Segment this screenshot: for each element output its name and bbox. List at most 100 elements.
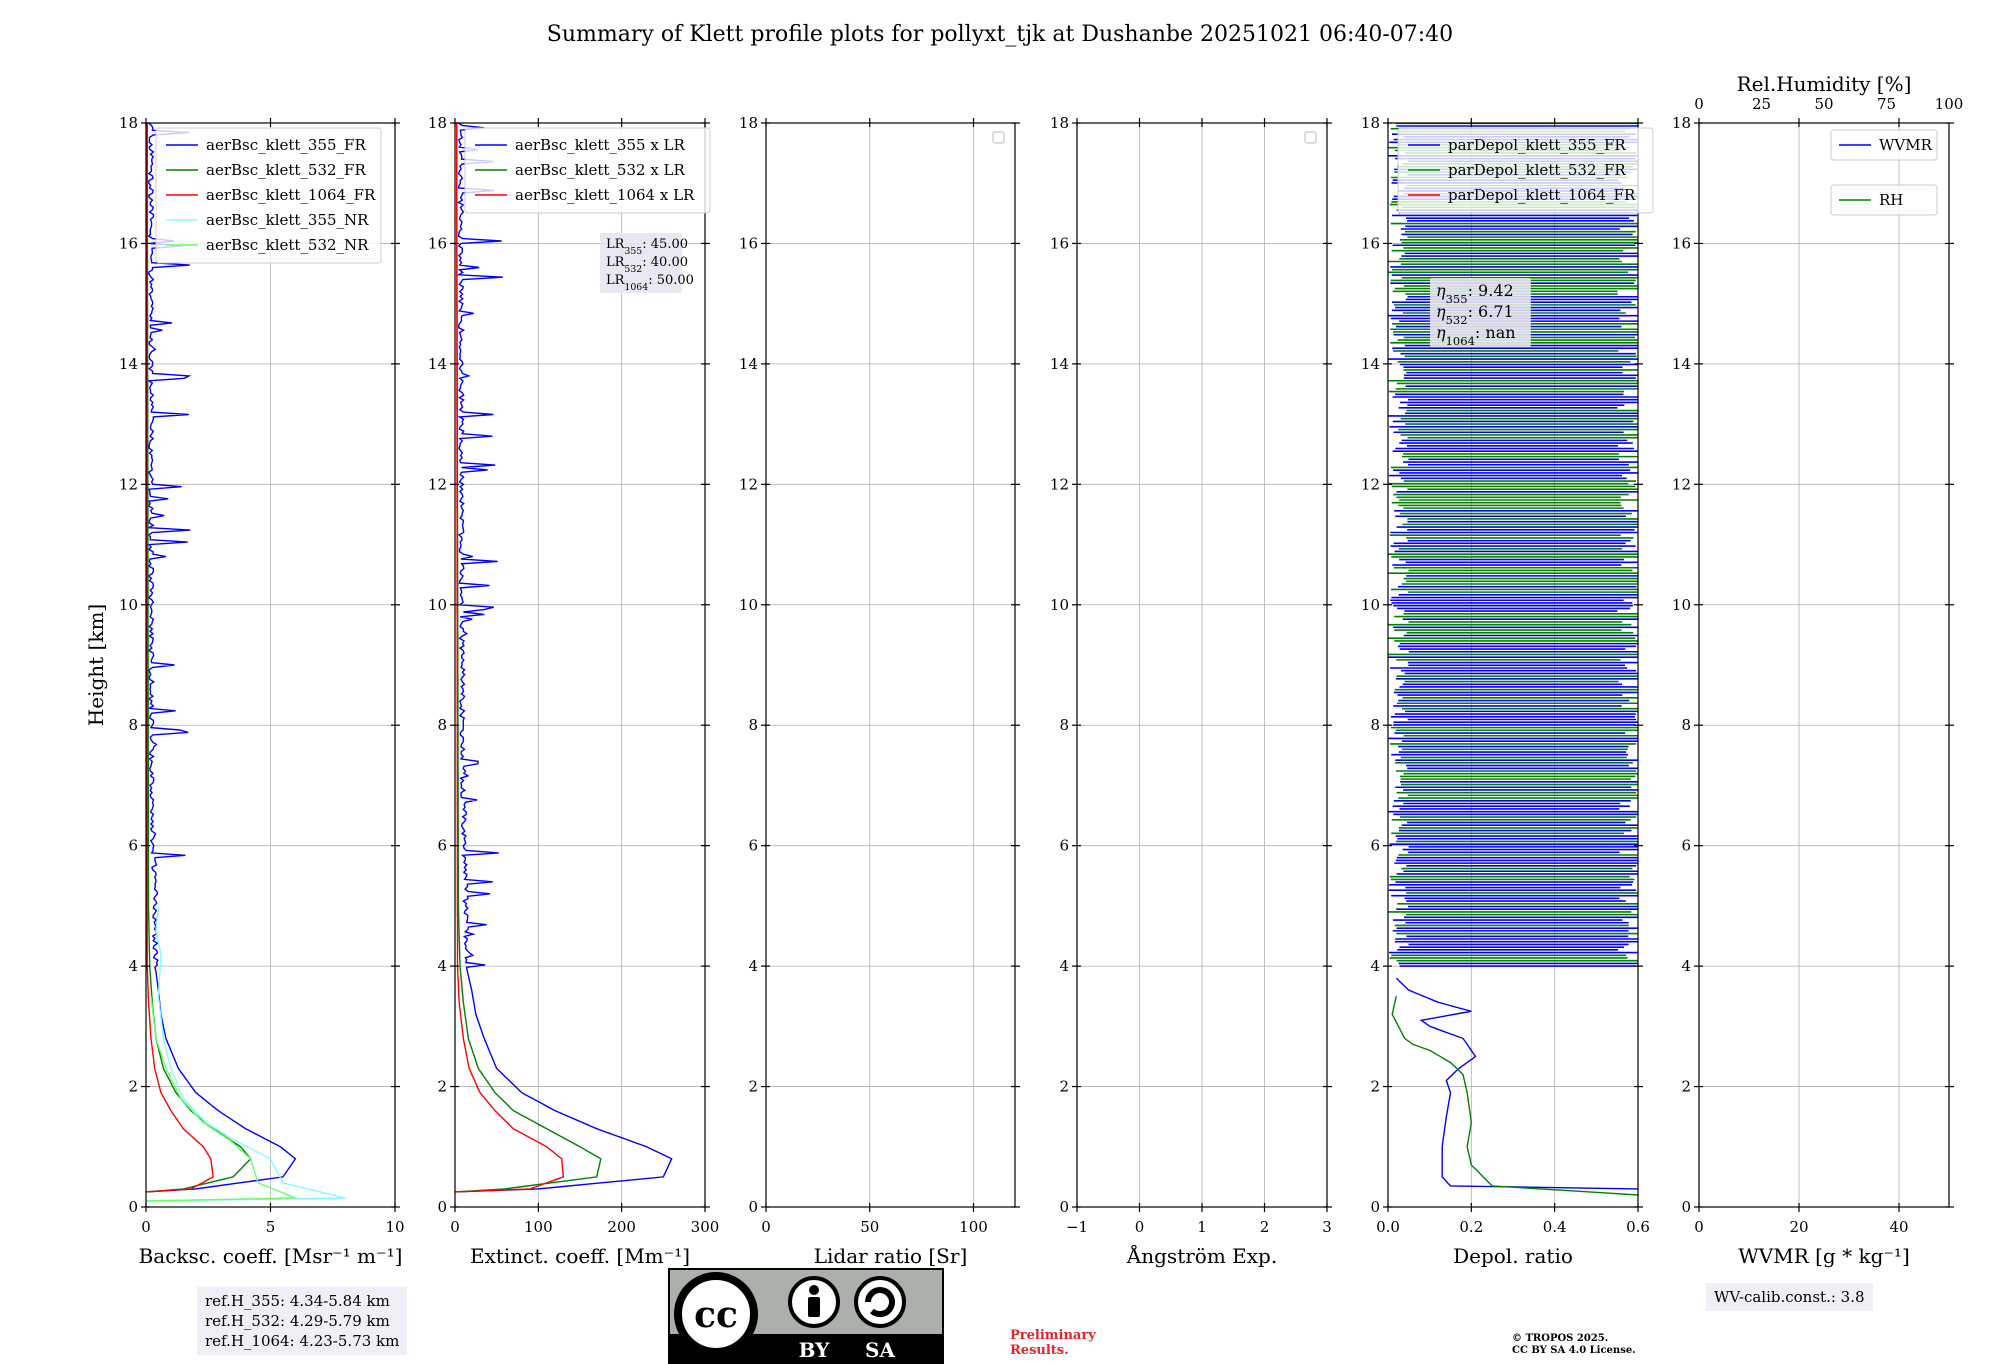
ytick-label: 6 [748,837,758,855]
xtick-label: 10 [385,1218,404,1236]
xtick-label: 0 [1135,1218,1145,1236]
ytick-label: 0 [128,1198,138,1216]
legend-label-aerBsc_klett_532 x LR: aerBsc_klett_532 x LR [515,161,686,179]
ytick-label: 10 [428,596,447,614]
preliminary-note: Preliminary Results. [1010,1328,1096,1358]
ytick-label: 6 [1681,837,1691,855]
ytick-label: 14 [1050,355,1069,373]
annot-subscript: 1064 [624,282,648,293]
xtick-label: 20 [1789,1218,1808,1236]
annot-prefix: η [1436,323,1446,342]
annot-value: : 50.00 [648,273,694,288]
ytick-label: 0 [437,1198,447,1216]
ytick-label: 2 [1370,1078,1380,1096]
top-xtick-label: 100 [1935,95,1964,113]
annot-value: : 6.71 [1468,302,1514,321]
lidar-ratio-annotation-line-1064: LR1064: 50.00 [606,273,694,293]
annot-prefix: η [1436,302,1446,321]
annot-subscript: 532 [624,264,642,275]
top-xtick-label: 0 [1694,95,1704,113]
ytick-label: 14 [1672,355,1691,373]
xtick-label: 100 [959,1218,988,1236]
top-xtick-label: 50 [1814,95,1833,113]
legend-label-aerBsc_klett_355_FR: aerBsc_klett_355_FR [206,136,366,154]
annot-value: : 9.42 [1468,281,1514,300]
legend-label-aerBsc_klett_532_NR: aerBsc_klett_532_NR [206,236,369,254]
xtick-label: 1 [1197,1218,1207,1236]
legend-label-aerBsc_klett_1064 x LR: aerBsc_klett_1064 x LR [515,186,695,204]
legend-label-aerBsc_klett_355_NR: aerBsc_klett_355_NR [206,211,369,229]
annot-prefix: η [1436,281,1446,300]
ytick-label: 10 [119,596,138,614]
ytick-label: 2 [1681,1078,1691,1096]
figure-title: Summary of Klett profile plots for polly… [546,22,1454,47]
cc-text: cc [694,1294,738,1336]
annot-value: : nan [1475,323,1516,342]
series-line-aerBsc_klett_355_FR [146,123,297,1193]
legend-label-aerBsc_klett_355 x LR: aerBsc_klett_355 x LR [515,136,686,154]
xtick-label: 0.4 [1543,1218,1567,1236]
ytick-label: 0 [1681,1198,1691,1216]
annot-subscript: 355 [624,246,642,257]
ytick-label: 6 [1370,837,1380,855]
ytick-label: 4 [128,957,138,975]
panel-backscatter: 0 2 4 6 8 10 12 14 16 18 0 5 10 Backsc. coeff. [Msr⁻¹… [84,114,405,1268]
xtick-label: 40 [1889,1218,1908,1236]
lidar-ratio-annotation-background [600,233,682,293]
legend-label-parDepol_klett_532_FR: parDepol_klett_532_FR [1448,161,1626,179]
annot-subscript: 355 [1446,292,1468,306]
empty-legend-box [992,131,1005,144]
legend-label-aerBsc_klett_1064_FR: aerBsc_klett_1064_FR [206,186,376,204]
copyright-note: © TROPOS 2025. CC BY SA 4.0 License. [1512,1333,1636,1357]
ytick-label: 14 [119,355,138,373]
legend-box [155,127,382,264]
ytick-label: 12 [119,475,138,493]
annot-value: : 45.00 [642,237,688,252]
ytick-label: 4 [1681,957,1691,975]
x-axis-label: Backsc. coeff. [Msr⁻¹ m⁻¹] [139,1244,403,1268]
series-line-aerBsc_klett_532_NR [146,996,296,1202]
xtick-label: 0 [450,1218,460,1236]
annot-prefix: LR [606,273,626,288]
annot-subscript: 1064 [1446,334,1475,348]
legend-box [1830,184,1938,216]
legend-box [1397,127,1654,214]
ytick-label: 12 [1672,475,1691,493]
preliminary-line-2: Results. [1010,1343,1069,1358]
xtick-label: 3 [1322,1218,1332,1236]
ytick-label: 16 [1050,234,1069,252]
xtick-label: −1 [1066,1218,1088,1236]
ytick-label: 8 [437,716,447,734]
ytick-label: 10 [1361,596,1380,614]
ytick-label: 2 [1059,1078,1069,1096]
ytick-label: 4 [1370,957,1380,975]
by-label: BY [799,1338,831,1362]
eta-annotation-line-1064: η1064: nan [1436,323,1516,348]
person-head-shape [809,1285,819,1295]
ytick-label: 6 [128,837,138,855]
ytick-label: 10 [1050,596,1069,614]
ytick-label: 8 [1370,716,1380,734]
ytick-label: 8 [128,716,138,734]
ytick-label: 18 [119,114,138,132]
x-axis-label: WVMR [g * kg⁻¹] [1738,1244,1910,1268]
wv-calibration-text: WV-calib.const.: 3.8 [1714,1288,1865,1306]
series-line-aerBsc_klett_532 x LR [455,123,602,1193]
ytick-label: 16 [119,234,138,252]
panel-lidar-ratio: 0 2 4 6 8 10 12 14 16 18 0 50 100 Lidar ratio [Sr] [739,114,1020,1268]
xtick-label: 0.0 [1376,1218,1400,1236]
series-line-aerBsc_klett_532_FR [146,123,252,1193]
ytick-label: 14 [739,355,758,373]
ytick-label: 4 [437,957,447,975]
ytick-label: 6 [1059,837,1069,855]
ytick-label: 8 [748,716,758,734]
series-line-parDepol_klett_355_FR [1395,977,1638,1190]
series-line-aerBsc_klett_1064_FR [146,123,214,1193]
ref-height-1064: ref.H_1064: 4.23-5.73 km [205,1332,400,1350]
person-body-shape [808,1297,820,1317]
ytick-label: 18 [1361,114,1380,132]
ytick-label: 8 [1059,716,1069,734]
